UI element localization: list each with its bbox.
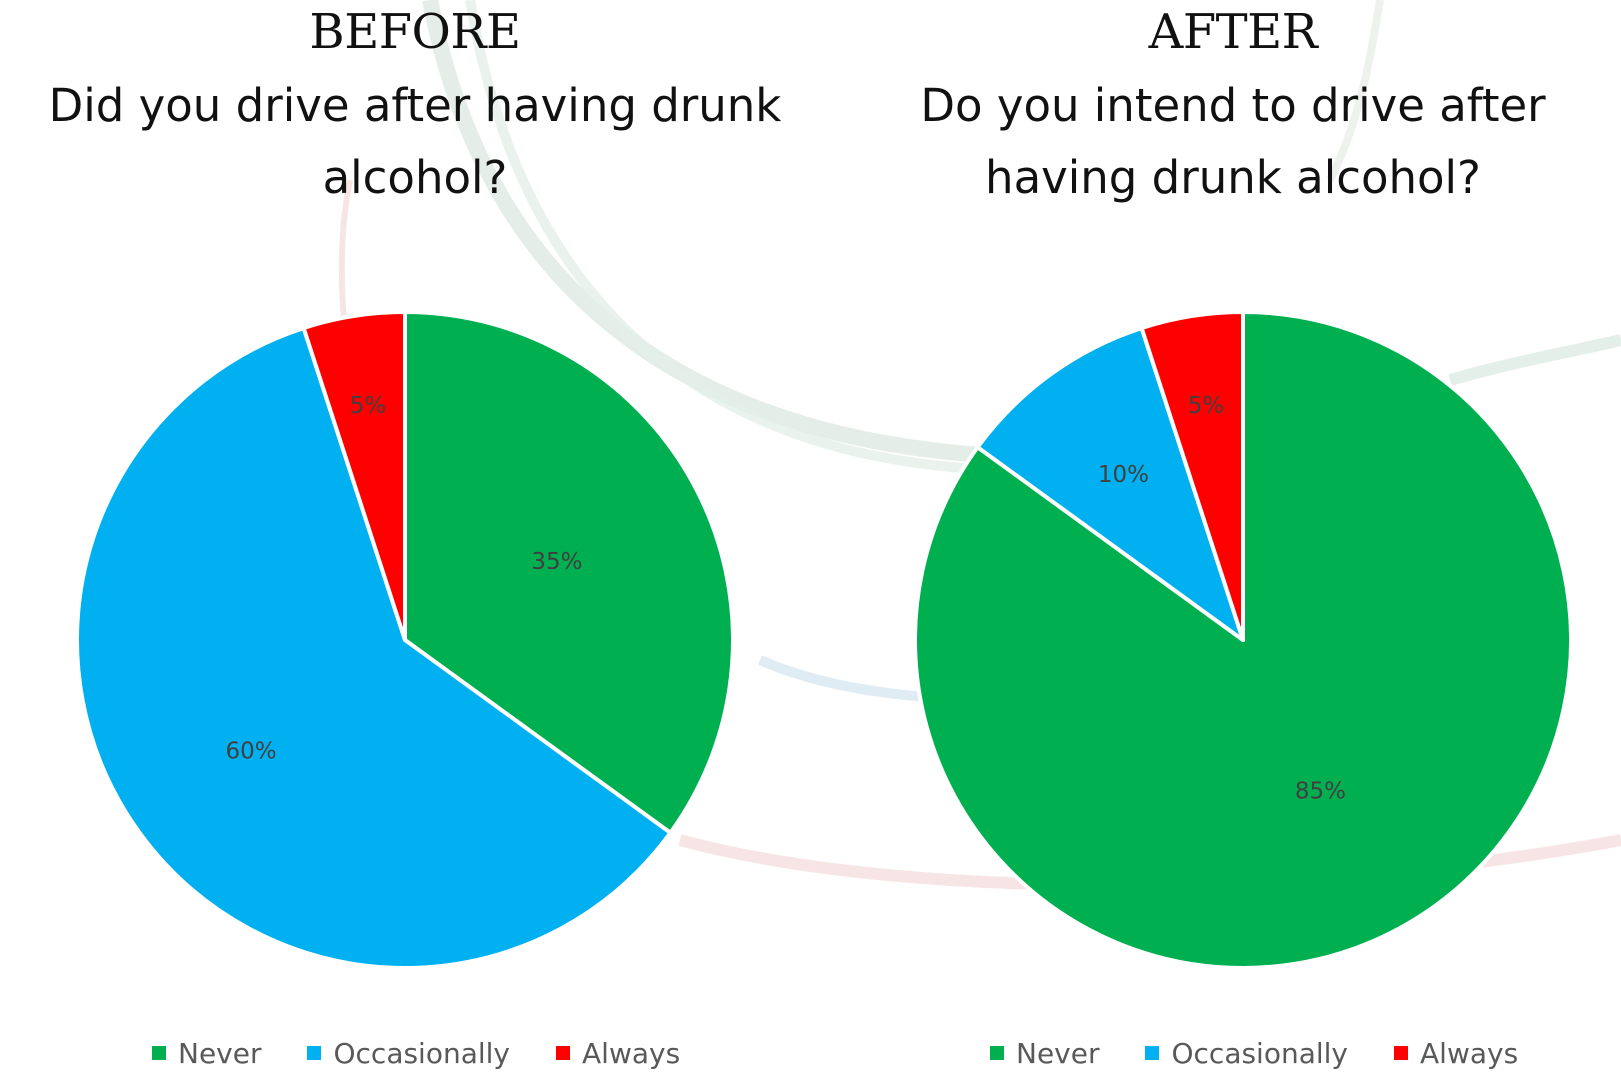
legend-swatch-never <box>990 1046 1004 1060</box>
legend-label: Never <box>178 1036 262 1070</box>
pie-slice-occasionally <box>75 326 673 970</box>
data-label-always: 5% <box>1188 393 1225 419</box>
legend-swatch-occasionally <box>1145 1046 1160 1060</box>
legend-item-always: Always <box>556 1037 680 1070</box>
pie-slice-never <box>403 310 735 835</box>
legend-item-never: Never <box>152 1037 261 1070</box>
after-label: AFTER <box>1148 4 1318 60</box>
legend-label: Never <box>1016 1036 1100 1070</box>
data-label-always: 5% <box>350 393 387 419</box>
legend-label: Always <box>582 1036 681 1070</box>
data-label-never: 85% <box>1295 778 1346 804</box>
pie-slice-always <box>301 310 407 642</box>
after-legend: Never Occasionally Always <box>990 1037 1518 1070</box>
pie-slice-occasionally <box>975 326 1245 642</box>
before-label: BEFORE <box>309 4 521 60</box>
legend-item-occasionally: Occasionally <box>1145 1037 1348 1070</box>
before-question-title: Did you drive after having drunk alcohol… <box>48 79 782 204</box>
legend-swatch-never <box>152 1046 166 1060</box>
pie-slice-always <box>1139 310 1245 642</box>
legend-swatch-occasionally <box>307 1046 322 1060</box>
before-legend: Never Occasionally Always <box>152 1037 680 1070</box>
legend-item-never: Never <box>990 1037 1099 1070</box>
legend-label: Occasionally <box>333 1036 511 1070</box>
legend-swatch-always <box>556 1046 571 1060</box>
data-label-never: 35% <box>531 549 582 575</box>
legend-item-always: Always <box>1394 1037 1518 1070</box>
data-label-occasionally: 60% <box>226 738 277 764</box>
after-question-title: Do you intend to drive after having drun… <box>920 79 1546 204</box>
legend-item-occasionally: Occasionally <box>307 1037 510 1070</box>
legend-label: Occasionally <box>1171 1036 1349 1070</box>
data-label-occasionally: 10% <box>1098 462 1149 488</box>
legend-label: Always <box>1420 1036 1519 1070</box>
legend-swatch-always <box>1394 1046 1409 1060</box>
